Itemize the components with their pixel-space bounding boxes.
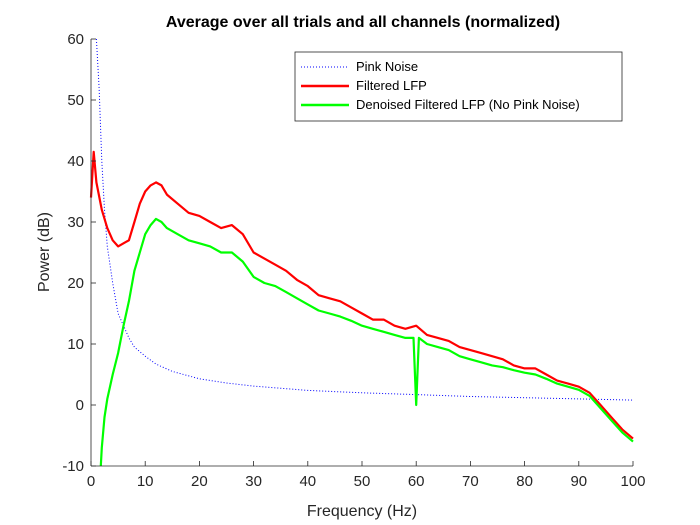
x-tick-label: 90 bbox=[570, 473, 587, 490]
x-tick-label: 100 bbox=[620, 473, 645, 490]
y-tick-label: 60 bbox=[67, 31, 84, 48]
series-layer bbox=[89, 38, 634, 467]
x-tick-label: 60 bbox=[408, 473, 425, 490]
y-tick-label: 10 bbox=[67, 336, 84, 353]
legend: Pink Noise Filtered LFP Denoised Filtere… bbox=[294, 51, 623, 122]
chart-title: Average over all trials and all channels… bbox=[166, 14, 560, 31]
x-tick-label: 30 bbox=[245, 473, 262, 490]
x-tick-label: 10 bbox=[137, 473, 154, 490]
legend-box bbox=[294, 51, 623, 122]
y-tick-label: 20 bbox=[67, 275, 84, 292]
y-tick-label: 30 bbox=[67, 214, 84, 231]
series-line-2 bbox=[99, 217, 634, 467]
series-line-0 bbox=[95, 38, 634, 401]
series-line-1 bbox=[89, 150, 634, 440]
y-tick-label: 40 bbox=[67, 153, 84, 170]
x-tick-label: 80 bbox=[516, 473, 533, 490]
legend-label-filtered-lfp: Filtered LFP bbox=[356, 78, 427, 93]
y-tick-label: 0 bbox=[76, 397, 84, 414]
x-tick-label: 20 bbox=[191, 473, 208, 490]
y-tick-label: -10 bbox=[62, 458, 84, 475]
x-axis-label: Frequency (Hz) bbox=[307, 503, 417, 520]
y-axis-label: Power (dB) bbox=[36, 212, 53, 292]
x-tick-label: 70 bbox=[462, 473, 479, 490]
x-tick-label: 50 bbox=[354, 473, 371, 490]
y-tick-label: 50 bbox=[67, 92, 84, 109]
x-tick-label: 40 bbox=[299, 473, 316, 490]
x-tick-label: 0 bbox=[87, 473, 95, 490]
legend-label-denoised-lfp: Denoised Filtered LFP (No Pink Noise) bbox=[356, 97, 580, 112]
legend-label-pink-noise: Pink Noise bbox=[356, 59, 418, 74]
